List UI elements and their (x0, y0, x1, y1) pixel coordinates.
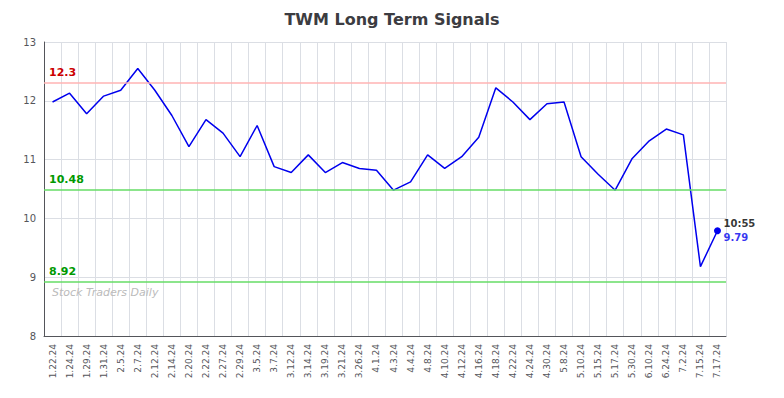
svg-text:3.7.24: 3.7.24 (269, 344, 279, 373)
svg-text:10: 10 (23, 213, 36, 224)
svg-text:9.79: 9.79 (723, 232, 748, 243)
svg-text:4.8.24: 4.8.24 (423, 344, 433, 373)
svg-text:4.22.24: 4.22.24 (508, 344, 518, 379)
svg-text:2.12.24: 2.12.24 (150, 344, 160, 379)
svg-text:2.20.24: 2.20.24 (184, 344, 194, 379)
svg-text:4.1.24: 4.1.24 (371, 344, 381, 373)
svg-text:2.14.24: 2.14.24 (167, 344, 177, 379)
svg-text:3.19.24: 3.19.24 (320, 344, 330, 379)
svg-text:7.17.24: 7.17.24 (712, 344, 722, 379)
svg-text:3.14.24: 3.14.24 (303, 344, 313, 379)
svg-text:8: 8 (30, 331, 36, 342)
svg-text:4.3.24: 4.3.24 (389, 344, 399, 373)
svg-text:5.30.24: 5.30.24 (627, 344, 637, 379)
svg-text:1.31.24: 1.31.24 (99, 344, 109, 379)
svg-text:8.92: 8.92 (49, 265, 76, 278)
svg-text:12.3: 12.3 (49, 66, 76, 79)
svg-text:13: 13 (23, 37, 36, 48)
svg-text:1.29.24: 1.29.24 (82, 344, 92, 379)
svg-text:4.30.24: 4.30.24 (542, 344, 552, 379)
svg-text:Stock Traders Daily: Stock Traders Daily (52, 286, 159, 299)
svg-text:4.12.24: 4.12.24 (457, 344, 467, 379)
svg-text:3.12.24: 3.12.24 (286, 344, 296, 379)
svg-text:10:55: 10:55 (723, 218, 755, 229)
svg-text:12: 12 (23, 95, 36, 106)
svg-text:5.8.24: 5.8.24 (559, 344, 569, 373)
svg-text:2.5.24: 2.5.24 (116, 344, 126, 373)
svg-text:10.48: 10.48 (49, 173, 84, 186)
svg-text:7.15.24: 7.15.24 (695, 344, 705, 379)
svg-text:4.4.24: 4.4.24 (406, 344, 416, 373)
svg-text:5.10.24: 5.10.24 (576, 344, 586, 379)
svg-text:2.27.24: 2.27.24 (218, 344, 228, 379)
svg-text:2.22.24: 2.22.24 (201, 344, 211, 379)
svg-text:9: 9 (30, 272, 36, 283)
svg-text:3.5.24: 3.5.24 (252, 344, 262, 373)
svg-text:5.17.24: 5.17.24 (610, 344, 620, 379)
svg-text:3.26.24: 3.26.24 (354, 344, 364, 379)
svg-text:11: 11 (23, 154, 36, 165)
svg-text:1.22.24: 1.22.24 (48, 344, 58, 379)
svg-text:6.10.24: 6.10.24 (644, 344, 654, 379)
svg-text:4.24.24: 4.24.24 (525, 344, 535, 379)
svg-text:2.7.24: 2.7.24 (133, 344, 143, 373)
svg-text:5.15.24: 5.15.24 (593, 344, 603, 379)
svg-text:4.10.24: 4.10.24 (440, 344, 450, 379)
svg-text:6.24.24: 6.24.24 (661, 344, 671, 379)
svg-text:3.21.24: 3.21.24 (337, 344, 347, 379)
svg-text:7.2.24: 7.2.24 (678, 344, 688, 373)
svg-text:TWM Long Term Signals: TWM Long Term Signals (284, 10, 499, 29)
svg-text:4.18.24: 4.18.24 (491, 344, 501, 379)
svg-text:1.24.24: 1.24.24 (65, 344, 75, 379)
svg-text:4.16.24: 4.16.24 (474, 344, 484, 379)
svg-text:2.29.24: 2.29.24 (235, 344, 245, 379)
